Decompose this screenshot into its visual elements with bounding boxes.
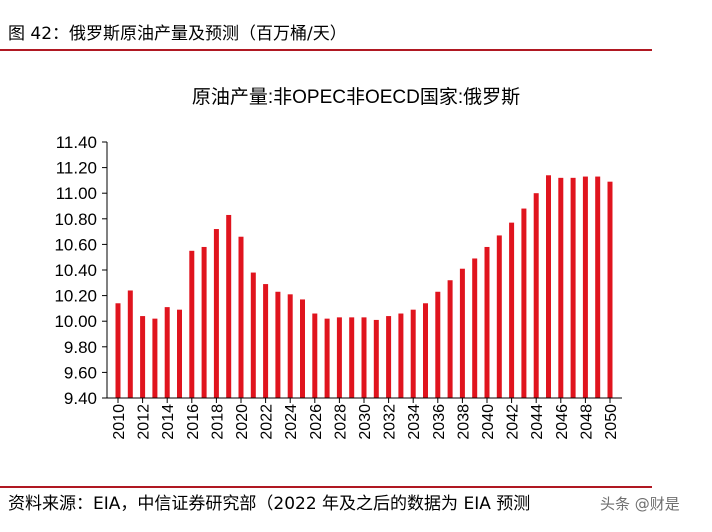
y-axis-ticks: 11.40 11.20 11.00 10.80 10.60 10.40 10.20 10.00… — [54, 133, 107, 408]
bar-2020 — [238, 236, 244, 398]
bar-2046 — [558, 177, 564, 398]
bar-2021 — [250, 272, 256, 398]
x-tick-label: 2016 — [185, 404, 202, 440]
bar-2027 — [324, 318, 330, 398]
y-tick-label: 11.40 — [56, 133, 97, 152]
bar-2010 — [115, 303, 121, 398]
chart-title: 原油产量:非OPEC非OECD国家:俄罗斯 — [192, 86, 520, 108]
x-tick-label: 2022 — [259, 404, 276, 440]
watermark-label: 头条 @财是 — [598, 493, 682, 515]
x-tick-label: 2010 — [111, 404, 128, 440]
bar-2025 — [300, 299, 305, 398]
bar-2012 — [140, 316, 146, 398]
bar-2041 — [496, 235, 502, 398]
bar-2037 — [447, 280, 453, 398]
bar-2032 — [386, 316, 392, 398]
figure-title: 图 42：俄罗斯原油产量及预测（百万桶/天） — [8, 24, 347, 44]
bar-2042 — [509, 222, 515, 398]
y-tick-label: 11.00 — [56, 184, 97, 203]
bar-2024 — [287, 294, 293, 398]
bar-2036 — [435, 291, 441, 398]
bar-2035 — [423, 303, 428, 398]
bar-2030 — [361, 317, 367, 398]
y-tick-label: 10.00 — [54, 312, 97, 331]
x-tick-label: 2044 — [529, 404, 546, 440]
x-tick-label: 2046 — [554, 404, 571, 440]
y-tick-label: 10.60 — [54, 235, 97, 254]
y-tick-label: 9.40 — [64, 389, 97, 408]
bar-2022 — [263, 284, 269, 398]
x-axis-ticks: 2010 2012 2014 2016 2018 2020 2022 2024 2026 2028… — [111, 398, 620, 440]
source-divider — [0, 486, 652, 488]
y-tick-label: 9.80 — [64, 338, 97, 357]
bar-2023 — [275, 291, 281, 398]
bar-2031 — [373, 319, 379, 398]
x-tick-label: 2024 — [283, 404, 300, 440]
bar-2047 — [570, 177, 576, 398]
bar-2017 — [201, 246, 207, 398]
y-tick-label: 10.20 — [54, 287, 97, 306]
x-tick-label: 2036 — [431, 404, 448, 440]
bar-2049 — [595, 176, 601, 398]
x-tick-label: 2012 — [136, 404, 153, 440]
x-tick-label: 2034 — [406, 404, 423, 440]
x-tick-label: 2018 — [209, 404, 226, 440]
bar-2039 — [472, 258, 478, 398]
x-tick-label: 2050 — [603, 404, 620, 440]
y-tick-label: 10.80 — [54, 210, 97, 229]
bar-2026 — [312, 313, 318, 398]
bar-2018 — [213, 229, 219, 398]
bar-2029 — [349, 317, 355, 398]
x-tick-label: 2042 — [505, 404, 522, 440]
bar-2038 — [459, 268, 465, 398]
bar-2050 — [607, 181, 613, 398]
y-tick-label: 9.60 — [64, 363, 97, 382]
bar-2028 — [336, 317, 342, 398]
x-tick-label: 2040 — [480, 404, 497, 440]
bar-2033 — [398, 313, 404, 398]
bar-series — [115, 175, 613, 398]
y-tick-label: 11.20 — [56, 159, 97, 178]
bar-2045 — [546, 175, 551, 398]
bar-2044 — [533, 193, 539, 398]
bar-2015 — [177, 309, 182, 398]
x-tick-label: 2014 — [160, 404, 177, 440]
title-divider — [0, 49, 652, 51]
x-tick-label: 2030 — [357, 404, 374, 440]
bar-2011 — [127, 290, 133, 398]
bar-2043 — [521, 208, 527, 398]
x-tick-label: 2028 — [332, 404, 349, 440]
bar-2016 — [189, 250, 195, 398]
y-tick-label: 10.40 — [54, 261, 97, 280]
x-tick-label: 2048 — [578, 404, 595, 440]
x-tick-label: 2026 — [308, 404, 325, 440]
x-tick-label: 2020 — [234, 404, 251, 440]
bar-2019 — [226, 214, 232, 398]
x-tick-label: 2038 — [455, 404, 472, 440]
bar-2034 — [410, 309, 416, 398]
bar-2048 — [582, 176, 588, 398]
bar-2040 — [484, 246, 490, 398]
bar-2014 — [164, 307, 170, 398]
bar-2013 — [152, 318, 158, 398]
x-tick-label: 2032 — [382, 404, 399, 440]
source-note: 资料来源：EIA，中信证券研究部（2022 年及之后的数据为 EIA 预测 — [8, 494, 531, 514]
